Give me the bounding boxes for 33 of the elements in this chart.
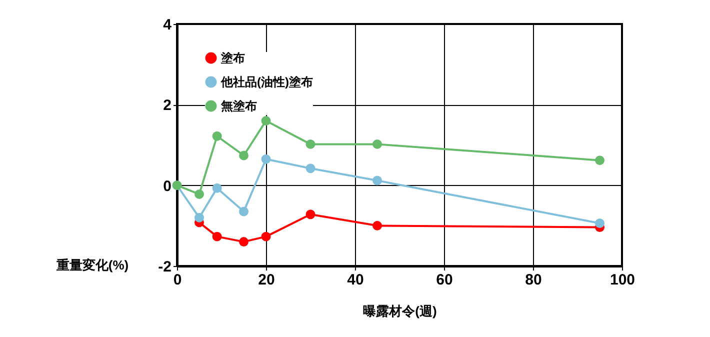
point bbox=[212, 232, 222, 242]
legend-label: 塗布 bbox=[220, 51, 245, 65]
x-tick-label: 20 bbox=[258, 272, 275, 288]
point bbox=[306, 210, 316, 220]
y-tick-label: -2 bbox=[158, 258, 172, 276]
x-tick-label: 100 bbox=[610, 272, 636, 288]
point bbox=[239, 206, 248, 216]
point bbox=[212, 183, 222, 193]
y-axis-title: 重量変化(%) bbox=[55, 258, 129, 272]
point bbox=[595, 156, 604, 166]
point bbox=[194, 212, 204, 222]
point bbox=[261, 232, 271, 242]
point bbox=[595, 218, 604, 228]
point bbox=[261, 154, 271, 164]
point bbox=[372, 220, 382, 230]
point bbox=[372, 176, 382, 186]
x-tick-label: 60 bbox=[436, 272, 453, 288]
point bbox=[239, 150, 248, 160]
point bbox=[212, 131, 222, 141]
point bbox=[239, 237, 248, 247]
y-tick-label: 4 bbox=[163, 16, 172, 34]
legend-label: 他社品(油性)塗布 bbox=[220, 75, 313, 89]
x-tick-label: 80 bbox=[525, 272, 542, 288]
point bbox=[261, 116, 271, 126]
x-axis-title: 曝露材令(週) bbox=[363, 304, 437, 318]
point bbox=[306, 139, 316, 149]
y-tick-label: 0 bbox=[163, 178, 172, 195]
x-tick-label: 40 bbox=[347, 272, 364, 288]
y-tick-label: 2 bbox=[163, 97, 172, 114]
point bbox=[194, 189, 204, 199]
legend-label: 無塗布 bbox=[220, 99, 257, 113]
point bbox=[372, 139, 382, 149]
point bbox=[306, 164, 316, 174]
